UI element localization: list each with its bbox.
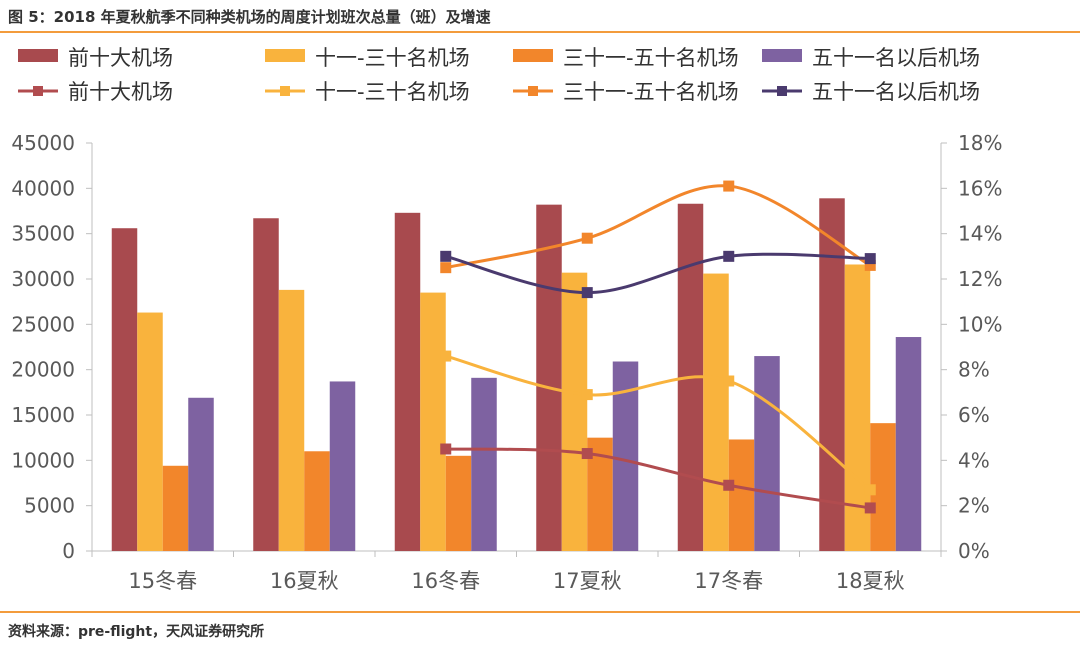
x-tick-label: 16冬春 [411,569,480,593]
legend-marker [280,86,290,96]
legend-label: 十一-三十名机场 [315,46,470,70]
bar [394,212,421,551]
line-point [440,350,452,362]
bar [111,228,138,551]
figure-title: 图 5：2018 年夏秋航季不同种类机场的周度计划班次总量（班）及增速 [8,8,491,26]
bar [728,439,755,551]
line-point [864,259,876,271]
legend-swatch [762,49,802,62]
legend-marker [528,86,538,96]
bar [188,397,214,551]
line-series-path [445,184,871,270]
bottom-divider [0,611,1080,613]
y-tick-label: 20000 [11,358,75,382]
line-point [723,375,735,387]
y2-tick-label: 8% [958,358,990,382]
legend-label: 三十一-五十名机场 [563,46,739,70]
line-point [864,484,876,496]
y2-tick-label: 6% [958,403,990,427]
line-point [581,389,593,401]
legend-label: 五十一名以后机场 [812,46,980,70]
legend-label: 前十大机场 [68,80,173,104]
tick-labels: 0 5000 10000 15000 20000 25000 30000 35000 40000… [11,131,1002,593]
legend-swatch [265,49,305,62]
line-series-path [445,252,871,295]
y-tick-label: 30000 [11,267,75,291]
bar [703,273,729,551]
top-divider [0,31,1080,33]
line-point [581,287,593,299]
legend-label: 十一-三十名机场 [315,80,470,104]
line-point [864,502,876,514]
y-tick-label: 40000 [11,176,75,200]
bar [536,204,562,552]
line-series-path [445,447,871,510]
y-tick-label: 10000 [11,448,75,472]
y2-tick-label: 2% [958,494,990,518]
y-tick-label: 45000 [11,131,75,155]
y2-tick-label: 4% [958,448,990,472]
bar [162,465,189,551]
y-tick-label: 15000 [11,403,75,427]
line-point [723,250,735,262]
bar [895,337,922,551]
y2-tick-label: 18% [958,131,1002,155]
y-tick-label: 0 [62,539,75,563]
bar [445,455,472,551]
line-point [723,479,735,491]
legend-label: 五十一名以后机场 [812,80,980,104]
legend-marker [777,86,787,96]
line-series [440,180,876,514]
line-point [440,443,452,455]
line-point [440,262,452,274]
source-note: 资料来源：pre-flight，天风证券研究所 [8,624,265,640]
y-tick-label: 35000 [11,222,75,246]
bar [304,451,330,551]
bar [253,218,279,551]
line-point [440,250,452,262]
y2-tick-label: 16% [958,176,1002,200]
bar [420,292,446,551]
line-point [864,253,876,265]
legend-swatch [18,49,58,62]
bar [137,312,163,551]
x-tick-label: 17夏秋 [553,569,622,593]
x-tick-label: 16夏秋 [270,569,339,593]
line-point [723,180,735,192]
y2-tick-label: 0% [958,539,990,563]
axes [86,142,947,557]
bar [278,289,305,551]
bar [754,356,780,551]
bar [561,272,588,551]
bar [471,377,497,551]
y-tick-label: 25000 [11,312,75,336]
line-point [581,448,593,460]
x-tick-label: 17冬春 [694,569,763,593]
y-tick-label: 5000 [24,494,75,518]
y2-tick-label: 10% [958,312,1002,336]
legend-label: 前十大机场 [68,46,173,70]
bar [819,198,845,551]
line-point [581,232,593,244]
y2-tick-label: 12% [958,267,1002,291]
x-tick-label: 18夏秋 [836,569,905,593]
y2-tick-label: 14% [958,222,1002,246]
x-tick-label: 15冬春 [128,569,197,593]
bar [329,381,356,551]
legend-marker [33,86,43,96]
line-series-path [445,354,872,491]
legend-label: 三十一-五十名机场 [563,80,739,104]
legend-swatch [513,49,553,62]
